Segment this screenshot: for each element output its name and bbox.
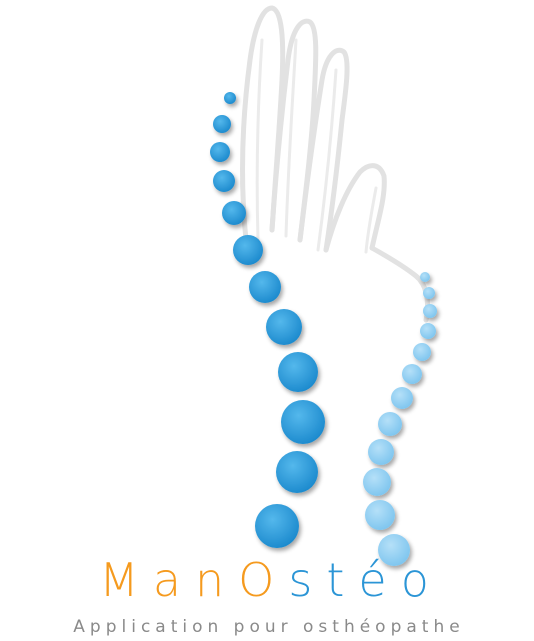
spine-dot	[363, 468, 391, 496]
spine-dot	[266, 309, 302, 345]
hand-outline-icon	[240, 5, 431, 323]
spine-dot	[368, 439, 394, 465]
app-name-part-o: O	[238, 553, 289, 607]
spine-dot	[222, 201, 246, 225]
spine-dot	[255, 504, 299, 548]
spine-dot	[210, 142, 230, 162]
light-spine-dots-icon	[363, 272, 437, 566]
app-tagline: Application pour osthéopathe	[73, 617, 465, 637]
spine-dot	[233, 235, 263, 265]
spine-dot	[423, 304, 437, 318]
app-name-part-man: Man	[99, 553, 239, 607]
spine-dot	[413, 343, 431, 361]
spine-dot	[224, 92, 236, 104]
spine-dot	[278, 352, 318, 392]
spine-dot	[391, 387, 413, 409]
spine-dots-icon	[210, 92, 325, 548]
spine-dot	[281, 400, 325, 444]
spine-dot	[420, 323, 436, 339]
spine-dot	[276, 451, 318, 493]
spine-dot	[249, 271, 281, 303]
spine-dot	[378, 412, 402, 436]
spine-dot	[378, 534, 410, 566]
spine-dot	[365, 500, 395, 530]
spine-dot	[402, 364, 422, 384]
app-name-part-steo: stéo	[288, 553, 443, 607]
spine-dot	[213, 170, 235, 192]
app-name: ManOstéo	[0, 548, 534, 612]
spine-dot	[423, 287, 435, 299]
spine-dot	[420, 272, 430, 282]
spine-dot	[213, 115, 231, 133]
